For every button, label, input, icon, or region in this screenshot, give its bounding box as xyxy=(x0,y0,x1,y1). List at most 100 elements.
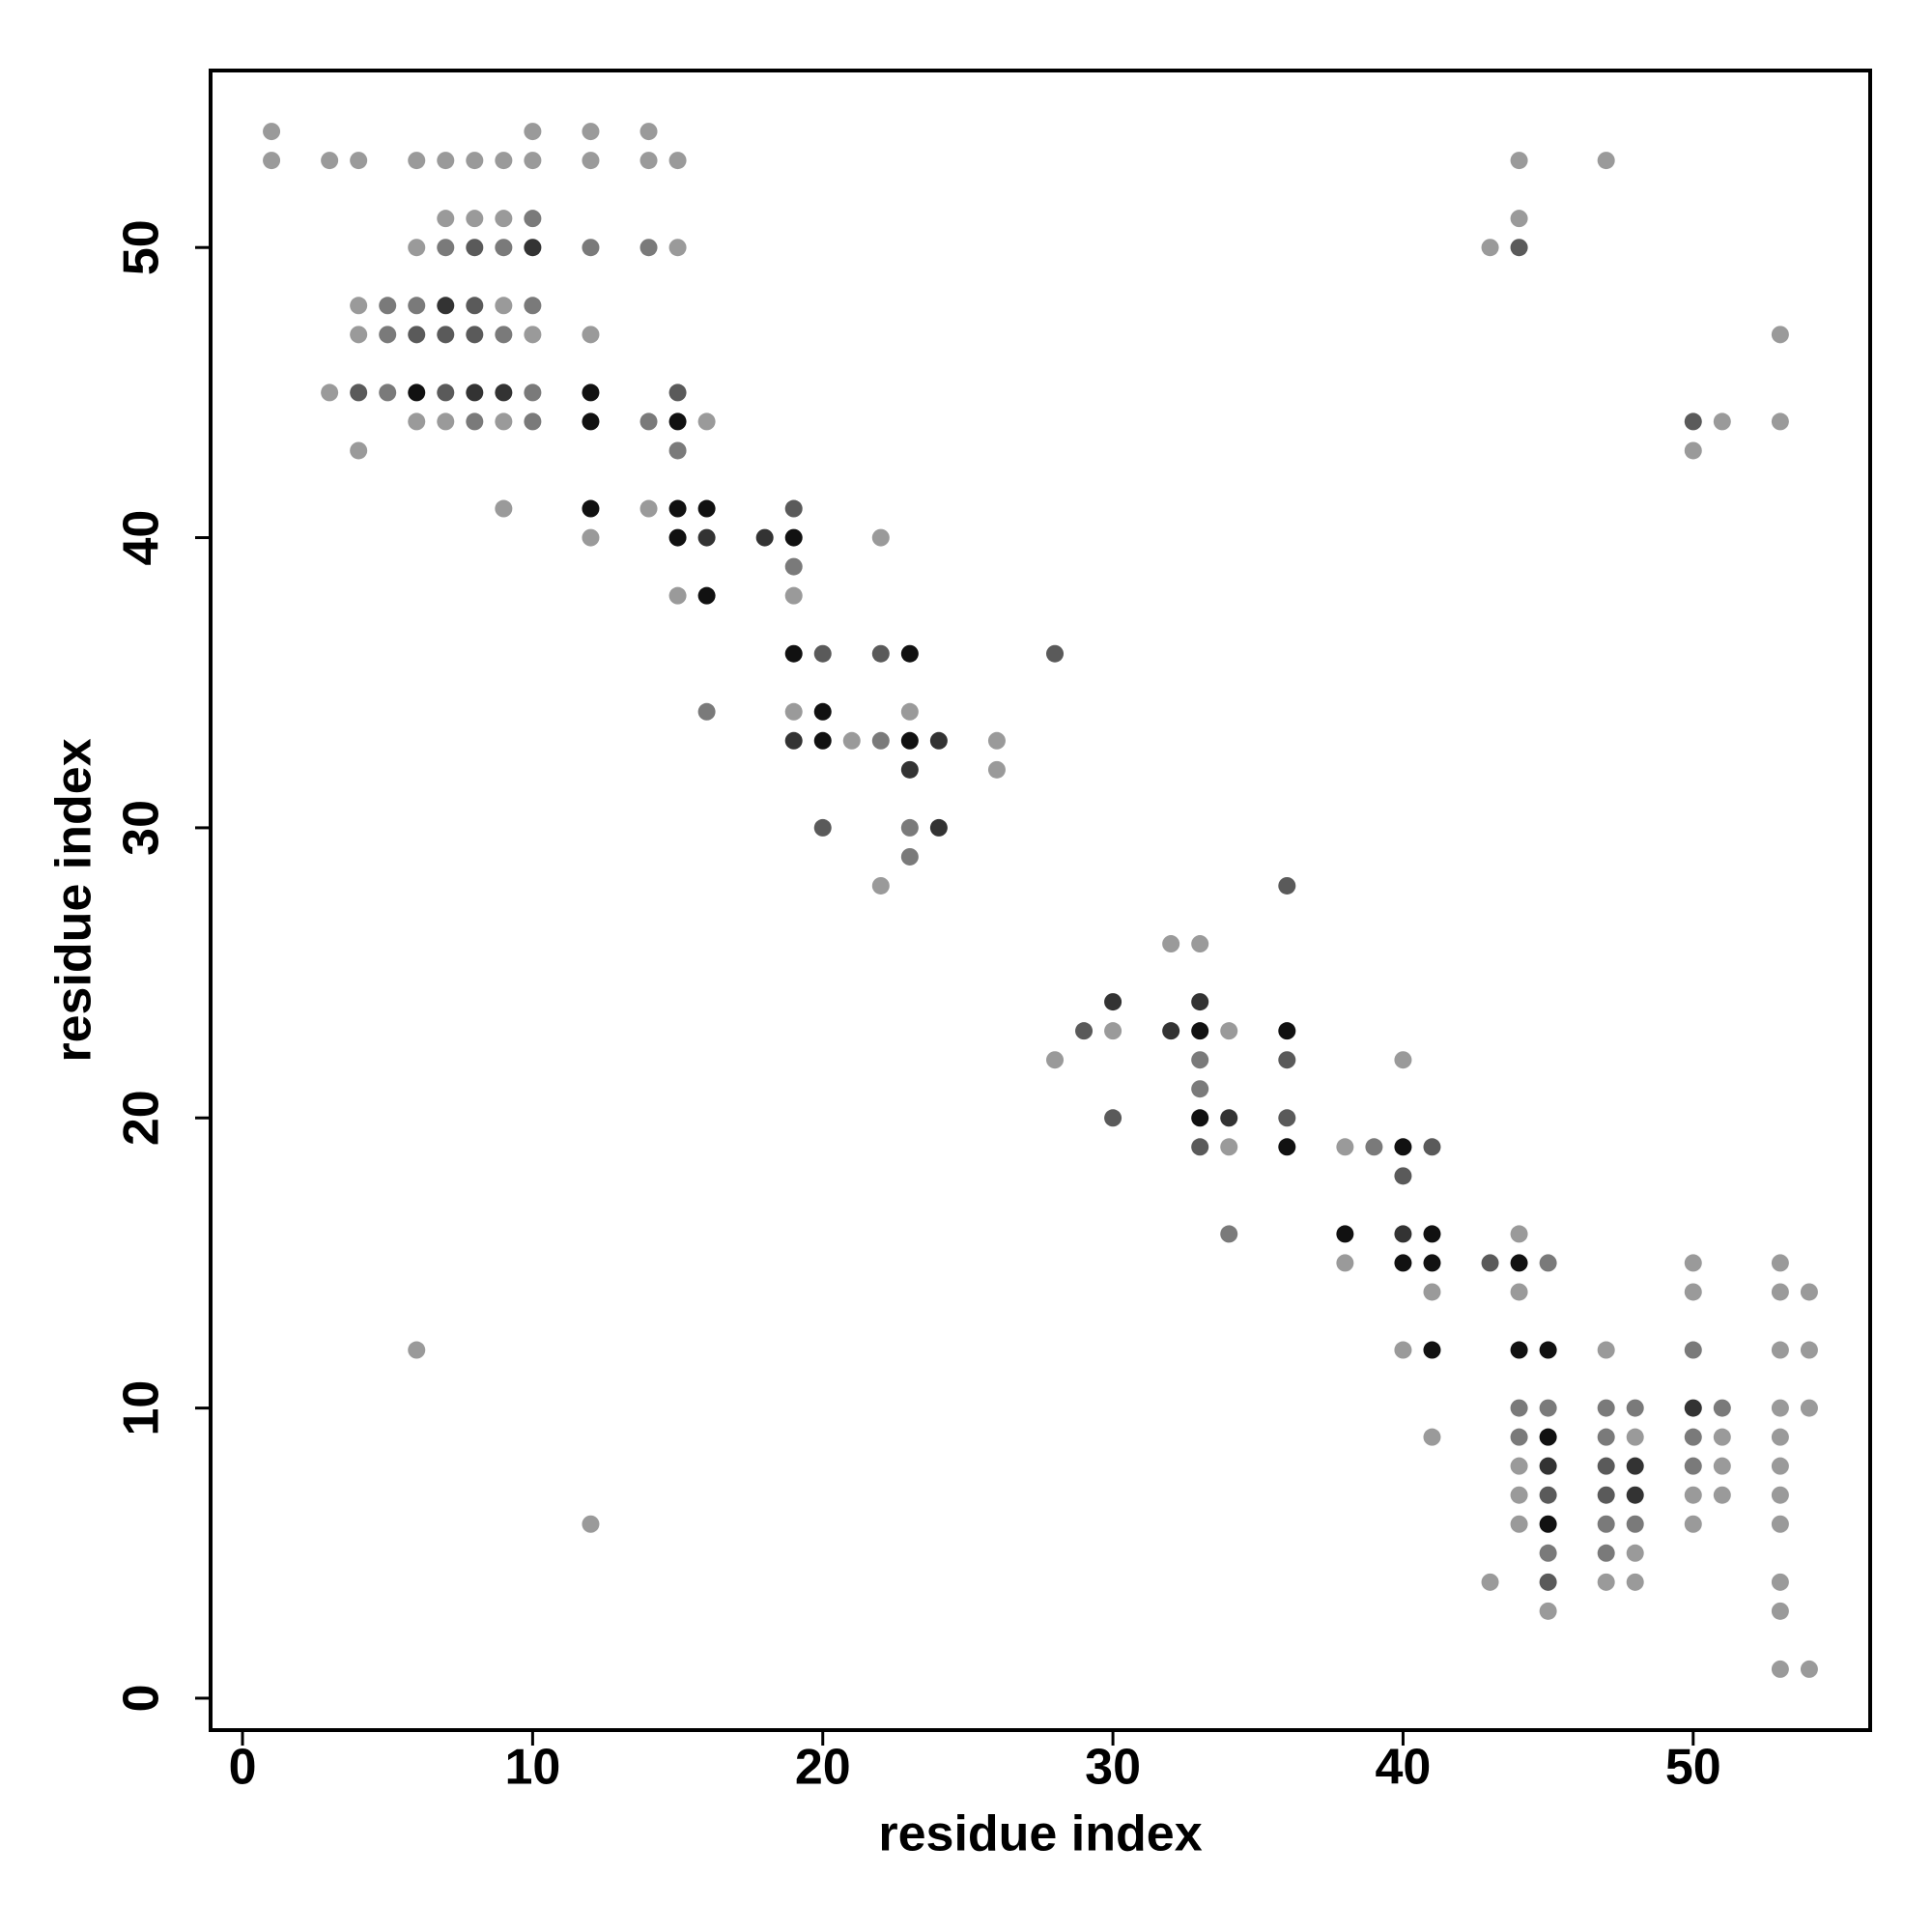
point xyxy=(1510,1283,1528,1301)
point xyxy=(408,326,426,344)
point xyxy=(1394,1051,1412,1069)
point xyxy=(1220,1138,1238,1156)
point xyxy=(1597,1515,1615,1533)
point xyxy=(466,297,484,315)
point xyxy=(871,876,890,895)
point xyxy=(1162,1022,1180,1040)
point xyxy=(1597,1428,1615,1446)
point xyxy=(668,412,687,431)
point xyxy=(582,152,600,170)
point xyxy=(639,152,658,170)
point xyxy=(1510,1515,1528,1533)
point xyxy=(1626,1486,1644,1504)
x-tick-label: 30 xyxy=(1085,1740,1141,1796)
point xyxy=(495,297,513,315)
point xyxy=(668,239,687,257)
point xyxy=(1336,1138,1354,1156)
point xyxy=(466,210,484,228)
point xyxy=(1104,1109,1122,1127)
point xyxy=(408,412,426,431)
x-tick-label: 50 xyxy=(1665,1740,1721,1796)
point xyxy=(987,760,1006,779)
point xyxy=(466,326,484,344)
point xyxy=(1191,935,1209,953)
point xyxy=(929,731,948,750)
point xyxy=(1510,1486,1528,1504)
point xyxy=(1539,1341,1557,1359)
point xyxy=(524,152,542,170)
point xyxy=(1510,1399,1528,1417)
point xyxy=(1539,1602,1557,1620)
point xyxy=(379,297,397,315)
point xyxy=(1539,1254,1557,1272)
point xyxy=(813,731,832,750)
point xyxy=(1423,1283,1441,1301)
point xyxy=(1220,1022,1238,1040)
point xyxy=(495,499,513,518)
point xyxy=(1423,1428,1441,1446)
point xyxy=(1771,1399,1789,1417)
point xyxy=(495,210,513,228)
point xyxy=(1684,1428,1702,1446)
point xyxy=(668,528,687,547)
point xyxy=(1539,1515,1557,1533)
point xyxy=(784,731,803,750)
point xyxy=(784,586,803,605)
y-tick-label: 10 xyxy=(114,1380,170,1436)
point xyxy=(1684,1254,1702,1272)
point xyxy=(437,152,455,170)
point xyxy=(1423,1341,1441,1359)
point xyxy=(1597,1399,1615,1417)
point xyxy=(697,412,716,431)
point xyxy=(1684,1341,1702,1359)
point xyxy=(437,239,455,257)
point xyxy=(1539,1428,1557,1446)
point xyxy=(1046,644,1065,663)
point xyxy=(1191,1080,1209,1098)
y-tick-label: 30 xyxy=(114,800,170,856)
point xyxy=(1423,1225,1441,1243)
point xyxy=(1626,1544,1644,1562)
point xyxy=(668,499,687,518)
point xyxy=(1539,1399,1557,1417)
point xyxy=(1162,935,1180,953)
point xyxy=(437,326,455,344)
point xyxy=(1684,441,1702,460)
point xyxy=(379,326,397,344)
point xyxy=(1713,1457,1731,1475)
point xyxy=(1191,1051,1209,1069)
point xyxy=(784,644,803,663)
point xyxy=(524,384,542,402)
point xyxy=(1510,239,1528,257)
point xyxy=(1771,1254,1789,1272)
point xyxy=(1597,1486,1615,1504)
point xyxy=(1481,1573,1499,1591)
point xyxy=(784,528,803,547)
point xyxy=(1597,1544,1615,1562)
point xyxy=(1771,1602,1789,1620)
y-tick-label: 50 xyxy=(114,219,170,275)
x-tick-label: 40 xyxy=(1376,1740,1432,1796)
point xyxy=(1510,1254,1528,1272)
point xyxy=(524,326,542,344)
point xyxy=(1713,1428,1731,1446)
point xyxy=(697,499,716,518)
point xyxy=(900,760,919,779)
point xyxy=(466,384,484,402)
point xyxy=(668,384,687,402)
point xyxy=(1075,1022,1094,1040)
point xyxy=(639,499,658,518)
point xyxy=(1597,152,1615,170)
x-axis-label: residue index xyxy=(878,1806,1202,1862)
point xyxy=(408,239,426,257)
point xyxy=(582,384,600,402)
point xyxy=(263,152,281,170)
point xyxy=(1626,1515,1644,1533)
point xyxy=(437,412,455,431)
point xyxy=(1771,1428,1789,1446)
point xyxy=(1191,1138,1209,1156)
point xyxy=(900,847,919,866)
point xyxy=(582,412,600,431)
point xyxy=(1771,1486,1789,1504)
